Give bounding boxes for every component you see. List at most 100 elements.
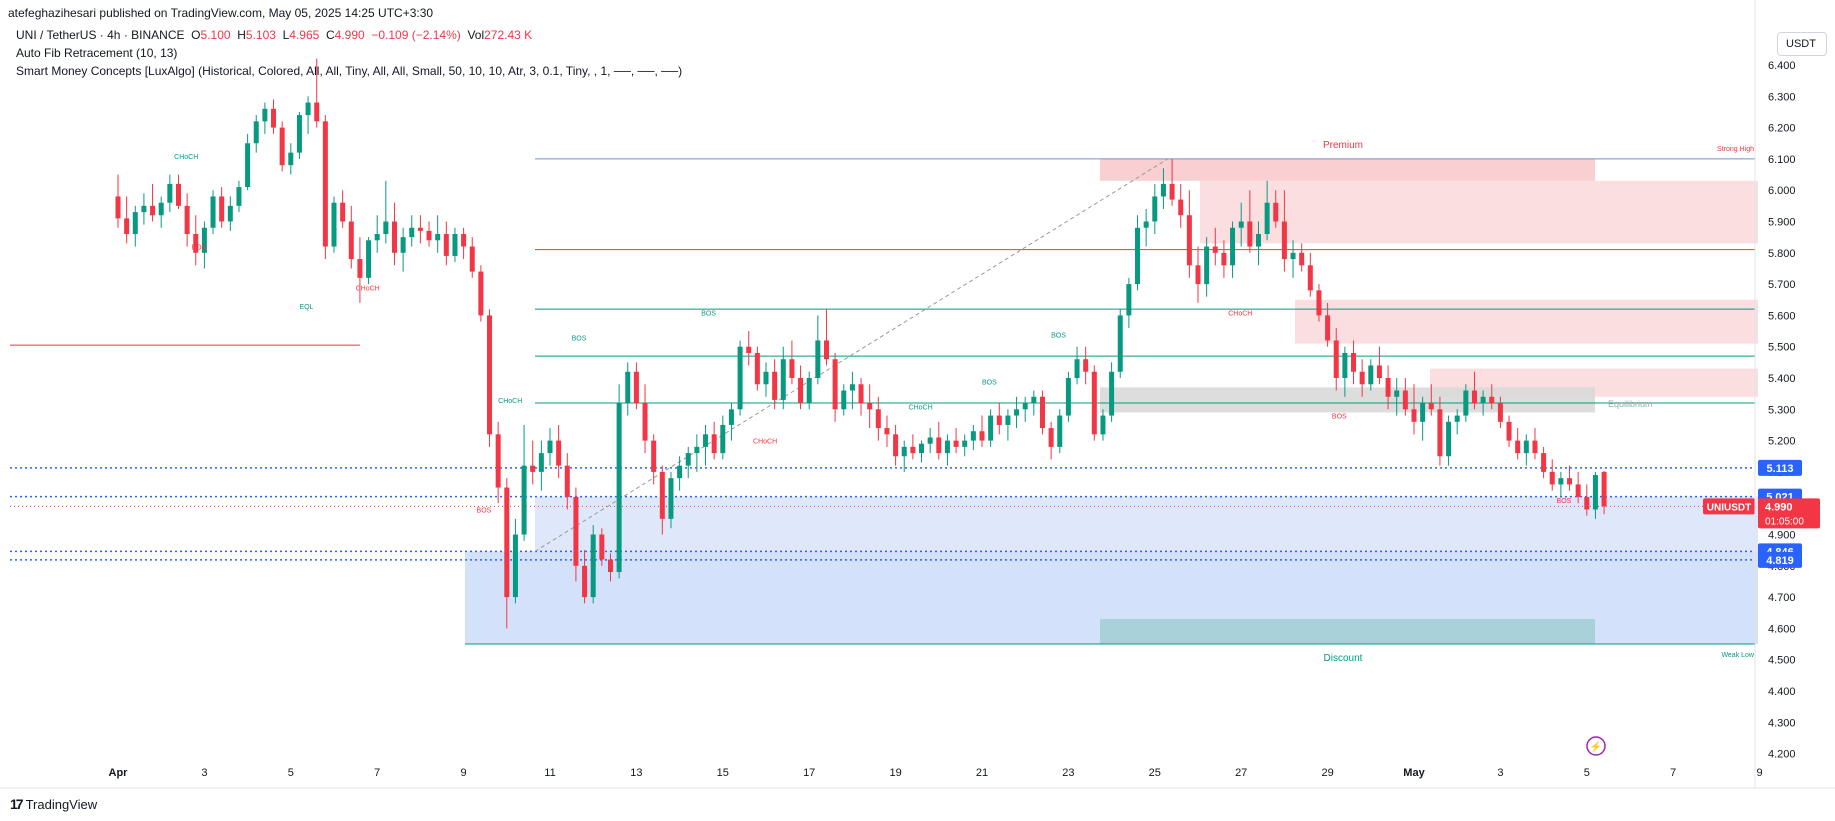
candle-body [901,446,907,457]
candle-body [737,346,743,410]
candle-body [1515,440,1521,454]
lightning-icon [1586,736,1606,756]
candle-body [1083,359,1089,372]
candle-body [936,437,942,454]
candle-body [504,487,510,598]
candle-body [115,196,121,219]
currency-button[interactable]: USDT [1777,32,1827,56]
candle-body [1601,471,1607,507]
candle-body [547,440,553,454]
brand-label: TradingView [25,796,98,812]
candle-body [1178,199,1184,216]
candle-body [1420,403,1426,422]
y-tick-label: 5.500 [1768,342,1796,354]
candle-body [996,415,1002,425]
x-tick-label: 17 [803,767,815,779]
publish-info: atefeghazihesari published on TradingVie… [8,6,434,20]
candle-body [219,196,225,222]
candle-body [685,453,691,466]
candle-body [340,202,346,222]
candle-body [1264,202,1270,235]
y-tick-label: 5.700 [1768,279,1796,291]
structure-label: BOS [1332,414,1347,421]
indicator-smc[interactable]: Smart Money Concepts [LuxAlgo] (Historic… [16,64,683,78]
candle-body [875,409,881,429]
candle-body [910,446,916,454]
candle-body [1221,252,1227,266]
candle-body [478,271,484,316]
candle-body [780,359,786,400]
candle-body [124,218,130,235]
structure-label: CHoCH [498,398,522,405]
candle-body [1376,365,1382,378]
candle-body [150,205,156,216]
structure-label: CHoCH [174,154,198,161]
fib-upper-area [535,496,1758,552]
candle-body [1333,340,1339,378]
candle-body [1532,440,1538,454]
y-tick-label: 4.500 [1768,655,1796,667]
candle-body [1592,475,1598,510]
order-block-bear-2 [1295,299,1758,344]
candle-body [296,115,302,153]
candle-body [253,121,259,144]
candle-body [305,102,311,116]
lightning-glyph-icon: ⚡ [1590,740,1602,753]
candle-body [210,196,216,228]
candle-body [1385,378,1391,397]
candle-body [823,340,829,360]
candle-body [193,234,199,253]
x-tick-label: 3 [1497,767,1503,779]
candle-body [703,434,709,447]
candle-body [1394,390,1400,397]
candle-body [374,234,380,241]
symbol-tag-label: UNIUSDT [1707,502,1751,513]
candle-body [754,352,760,385]
candle-body [573,496,579,566]
candle-body [426,230,432,241]
y-tick-label: 6.100 [1768,154,1796,166]
price-tag-label: 4.819 [1766,555,1794,567]
structure-label: BOS [572,335,587,342]
candle-body [720,424,726,454]
y-tick-label: 5.300 [1768,404,1796,416]
candle-body [1454,415,1460,422]
volume-value: 272.43 K [484,28,533,42]
volume-label: Vol [467,28,485,42]
candle-body [201,227,207,253]
symbol-name[interactable]: UNI / TetherUS · 4h · BINANCE [16,28,185,42]
candle-body [435,234,441,241]
candle-body [530,465,536,472]
indicator-fib[interactable]: Auto Fib Retracement (10, 13) [16,46,178,60]
x-tick-label: 23 [1062,767,1074,779]
candle-body [1506,421,1512,441]
candle-body [1039,396,1045,429]
candle-body [1005,415,1011,425]
order-block-bear-1 [1200,180,1758,244]
candle-body [616,403,622,573]
y-tick-label: 4.600 [1768,623,1796,635]
close-value: 4.990 [334,28,365,42]
candle-body [659,471,665,519]
fib-trend-line [534,158,1169,552]
structure-label: BOS [701,310,716,317]
candle-body [1316,290,1322,316]
candle-body [443,234,449,256]
y-tick-label: 4.900 [1768,530,1796,542]
candle-body [1143,221,1149,228]
change-value: −0.109 (−2.14%) [371,28,461,42]
candle-body [1368,365,1374,385]
x-tick-label: 11 [544,767,555,779]
tradingview-logo[interactable]: 17 TradingView [10,796,97,812]
discount-label: Discount [1324,653,1363,664]
discount-zone-box [1100,619,1595,645]
x-tick-label: 9 [461,767,467,779]
equilibrium-zone-box [1100,387,1595,413]
candle-body [1351,352,1357,372]
candle-body [772,371,778,400]
candle-body [1307,265,1313,291]
structure-label: EQL [299,304,313,311]
candle-body [962,440,968,447]
x-tick-label: 7 [374,767,380,779]
